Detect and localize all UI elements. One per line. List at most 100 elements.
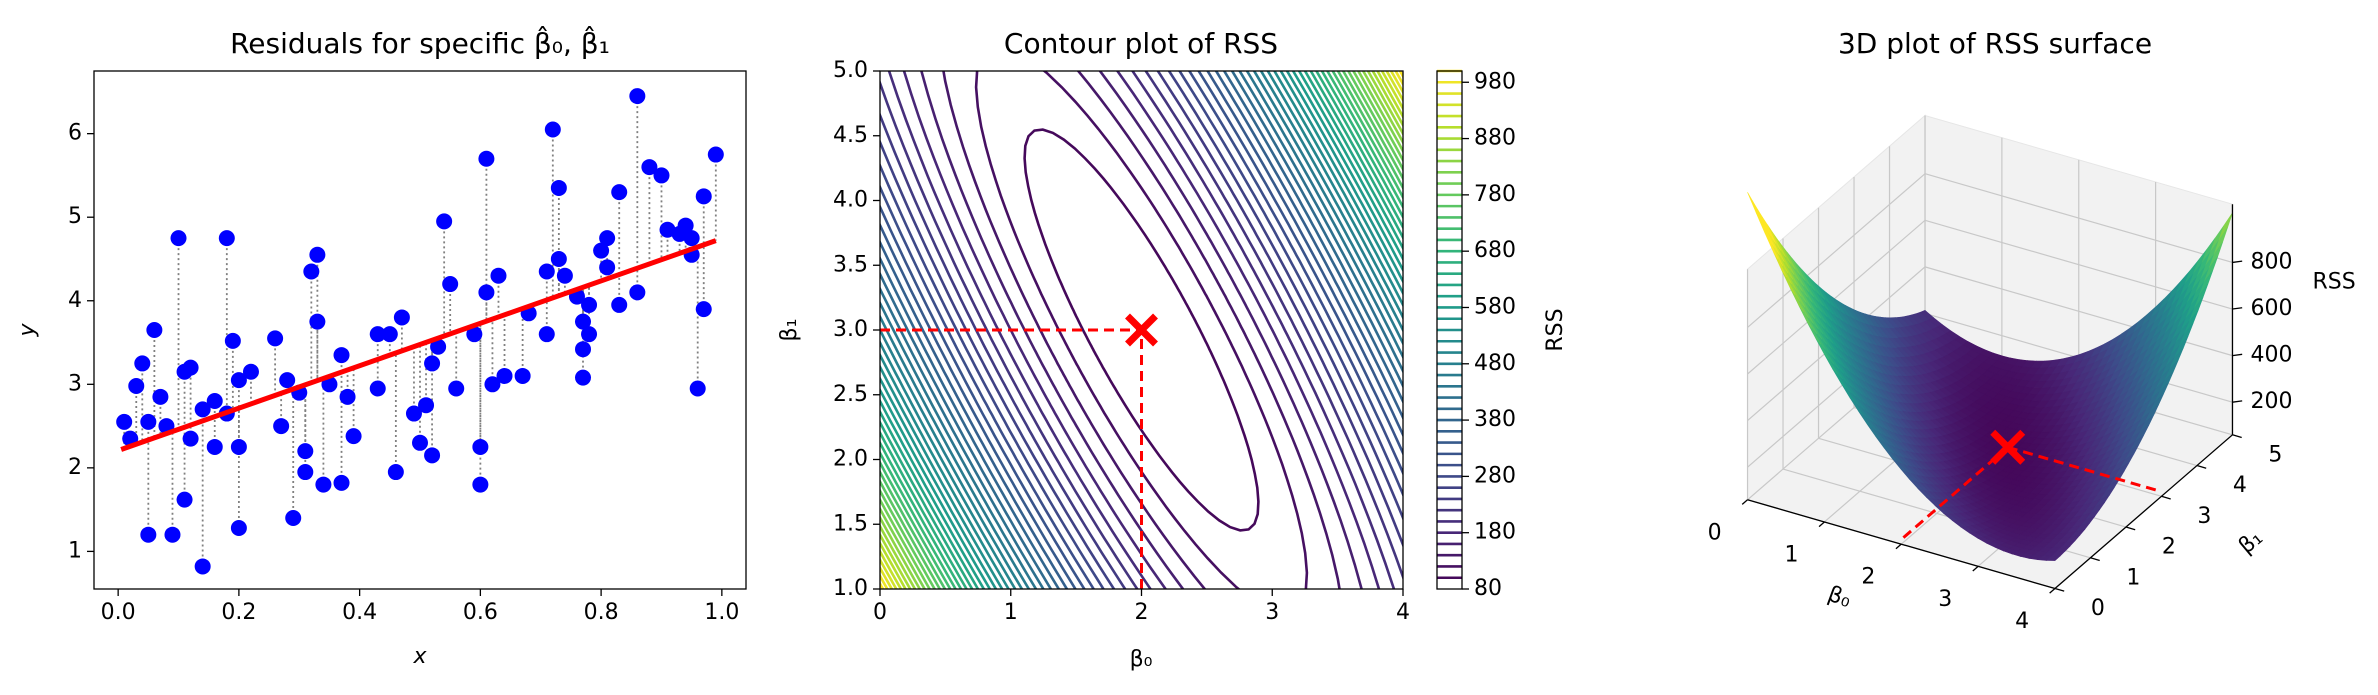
point [387, 464, 404, 481]
z-tick-label: 400 [2250, 343, 2292, 368]
colorbar-tick-label: 780 [1474, 182, 1516, 207]
y-tick [2232, 434, 2242, 439]
grid-line [1747, 173, 1926, 328]
point [309, 313, 326, 330]
point [206, 393, 223, 410]
y-tick [2090, 557, 2100, 562]
point [538, 326, 555, 343]
colorbar-tick-label: 180 [1474, 520, 1516, 545]
y-tick-label: 2 [2162, 535, 2176, 560]
y-axis-label: y [15, 323, 40, 338]
contour-panel: 0 1 2 3 4 1.0 1.5 2.0 2.5 3.0 3.5 4.0 4.5 5.0 80 180 280… [833, 58, 1516, 625]
axes-frame [93, 70, 747, 590]
minimum-marker [1990, 429, 2026, 465]
point [641, 159, 658, 176]
point [345, 428, 362, 445]
point [695, 188, 712, 205]
contour-line [880, 71, 1403, 589]
y-tick-label: 4.0 [833, 188, 868, 213]
point [170, 230, 187, 247]
y-tick-label: 2 [68, 455, 82, 480]
y-tick-label: 4 [68, 288, 82, 313]
point [556, 267, 573, 284]
point [544, 121, 561, 138]
guide-line [2007, 445, 2162, 494]
point [659, 221, 676, 238]
z-tick-label: 800 [2250, 249, 2292, 274]
contour-line [880, 71, 1403, 589]
x-tick-label: 4 [1396, 600, 1410, 625]
x-tick-label: 0.6 [463, 600, 498, 625]
point [297, 443, 314, 460]
y-tick-label: 2.0 [833, 447, 868, 472]
contour-line [1023, 128, 1260, 532]
y-tick-label: 2.5 [833, 382, 868, 407]
point [550, 250, 567, 267]
x-tick-label: 1.0 [704, 600, 739, 625]
y-tick-label: 3 [2197, 504, 2211, 529]
point [381, 326, 398, 343]
x-tick-label: 0.2 [221, 600, 256, 625]
point [128, 377, 145, 394]
y-tick-label: 3.0 [833, 317, 868, 342]
x-tick-label: 0.8 [584, 600, 619, 625]
point [575, 341, 591, 358]
point [242, 363, 259, 380]
point [339, 388, 356, 405]
surface [1747, 192, 2233, 561]
point [140, 413, 157, 430]
point [393, 309, 410, 326]
point [611, 184, 628, 201]
point [230, 438, 247, 455]
z-tick-label: 600 [2250, 296, 2292, 321]
contour-line [880, 71, 1403, 589]
point [689, 380, 706, 397]
colorbar-tick-label: 980 [1474, 69, 1516, 94]
point [230, 372, 247, 389]
point [152, 388, 169, 405]
surface-patch [2045, 555, 2061, 561]
point [285, 509, 302, 526]
point [303, 263, 320, 280]
y-axis-label: β₁ [777, 319, 802, 342]
point [496, 367, 513, 384]
point [333, 347, 350, 364]
colorbar-tick-label: 680 [1474, 238, 1516, 263]
colorbar-tick-label: 280 [1474, 463, 1516, 488]
y-tick-label: 1 [2126, 565, 2140, 590]
chart-title: Residuals for specific β̂₀, β̂₁ [230, 24, 610, 60]
y-tick-label: 4 [2233, 473, 2247, 498]
point [575, 369, 591, 386]
y-tick-label: 6 [68, 121, 82, 146]
axis-line [2054, 434, 2233, 590]
fit-line [120, 238, 717, 452]
z-axis-label: RSS [2312, 270, 2355, 295]
point [478, 284, 495, 301]
point [484, 376, 501, 393]
point [575, 313, 591, 330]
y-tick [2054, 587, 2065, 592]
point [418, 397, 435, 414]
colorbar-tick-label: 580 [1474, 294, 1516, 319]
x-tick-label: 2 [1861, 565, 1875, 590]
y-tick [2161, 495, 2171, 500]
point [611, 296, 628, 313]
point [581, 296, 598, 313]
x-tick-label: 1 [1785, 542, 1799, 567]
point [405, 405, 422, 422]
point [472, 438, 489, 455]
y-tick-label: 5 [68, 204, 82, 229]
x-tick [2049, 588, 2056, 594]
y-tick-label: 5.0 [833, 58, 868, 83]
y-tick-label: 1 [68, 538, 82, 563]
x-tick-label: 2 [1135, 600, 1149, 625]
point [176, 491, 193, 508]
z-tick [2232, 353, 2243, 357]
scatter-panel: 0.0 0.2 0.4 0.6 0.8 1.0 1 2 3 4 5 6 [68, 70, 747, 625]
point [297, 464, 314, 481]
point [593, 242, 610, 259]
point [653, 167, 670, 184]
point [194, 558, 211, 575]
point [707, 146, 724, 163]
